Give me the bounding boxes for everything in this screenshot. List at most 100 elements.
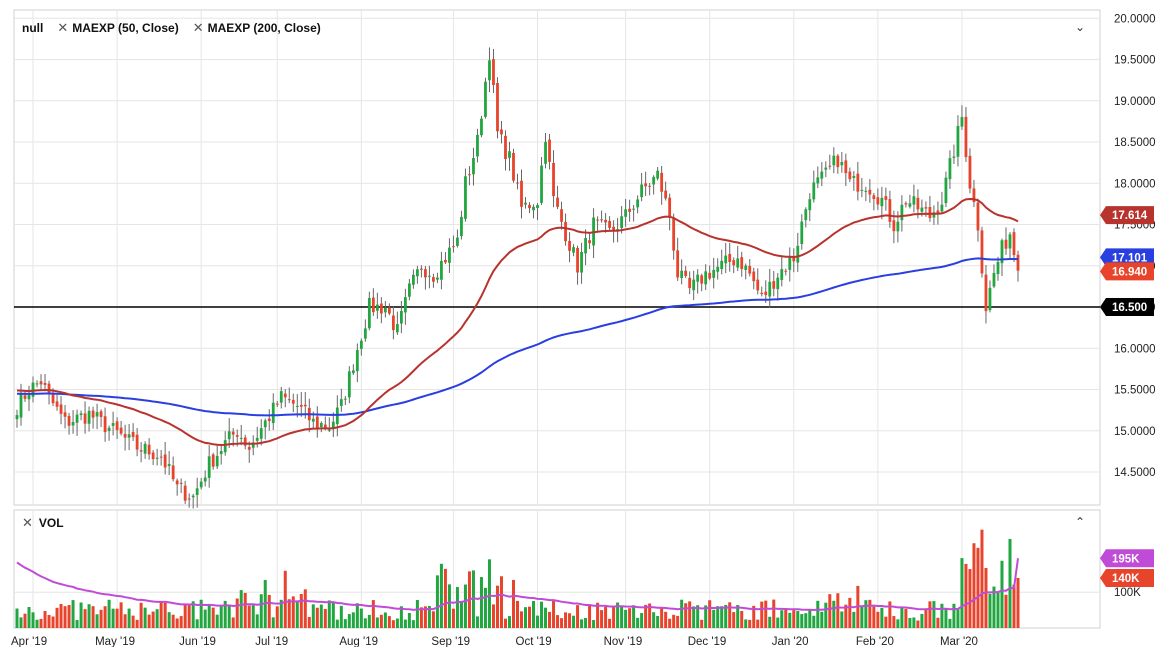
candle-down: [644, 183, 648, 187]
candle-down: [371, 297, 375, 313]
volume-bar: [844, 604, 848, 628]
candle-up: [696, 274, 700, 282]
volume-bar: [540, 601, 544, 628]
candle-down: [387, 307, 391, 314]
volume-legend: ✕ VOL: [22, 515, 64, 530]
volume-bar: [399, 606, 403, 628]
volume-bar: [463, 584, 467, 628]
candle-up: [800, 221, 804, 245]
candle-down: [444, 259, 447, 263]
volume-bar: [908, 617, 912, 628]
price-tag-ma50: 17.614: [1100, 206, 1154, 225]
candle-up: [71, 422, 75, 426]
volume-bar: [15, 608, 19, 628]
volume-bar: [864, 600, 868, 628]
candle-up: [632, 208, 636, 210]
volume-bar: [331, 602, 335, 628]
close-icon[interactable]: ✕: [192, 20, 204, 35]
volume-bar: [315, 607, 319, 628]
volume-bar: [163, 602, 167, 628]
candle-up: [864, 190, 868, 192]
volume-bar: [351, 612, 355, 628]
volume-bar: [391, 620, 395, 628]
candle-down: [876, 197, 880, 205]
candle-down: [235, 435, 239, 437]
candle-up: [692, 279, 696, 291]
volume-bar: [283, 570, 287, 628]
volume-bar: [660, 608, 664, 628]
candle-down: [784, 270, 788, 272]
volume-bar: [944, 608, 948, 628]
candle-up: [295, 405, 299, 407]
volume-bar: [1012, 584, 1016, 628]
volume-bar: [664, 611, 668, 628]
volume-bar: [780, 610, 784, 628]
candle-down: [628, 208, 632, 212]
candle-up: [351, 370, 355, 374]
volume-bar: [668, 618, 672, 628]
volume-bar: [684, 603, 688, 628]
volume-bar: [191, 601, 195, 628]
candle-down: [504, 135, 507, 159]
volume-bar: [964, 563, 968, 628]
volume-bar: [223, 600, 227, 628]
volume-bar: [407, 612, 411, 628]
volume-bar: [379, 614, 383, 628]
volume-bar: [600, 610, 604, 628]
volume-bar: [1000, 560, 1004, 628]
chevron-up-icon[interactable]: ⌃: [1075, 515, 1086, 529]
volume-bar: [427, 606, 431, 628]
candle-up: [215, 455, 219, 467]
candle-up: [311, 418, 315, 422]
candle-up: [107, 427, 111, 431]
volume-bar: [804, 613, 808, 628]
price-tag-ma200-shape: [1100, 248, 1154, 267]
candle-down: [872, 195, 876, 200]
volume-panel: [13, 509, 1101, 629]
candle-up: [808, 199, 812, 211]
volume-bar: [343, 619, 347, 628]
candle-down: [752, 271, 756, 282]
volume-bar: [904, 608, 908, 628]
candle-down: [684, 270, 688, 277]
volume-bar: [199, 599, 203, 628]
candle-up: [416, 269, 419, 277]
volume-bar: [568, 613, 572, 628]
volume-bar: [35, 619, 39, 628]
volume-bar: [996, 591, 1000, 628]
volume-bar: [608, 618, 612, 628]
candle-up: [796, 245, 800, 263]
candle-down: [648, 185, 652, 187]
volume-bar: [768, 616, 772, 628]
volume-bar: [127, 608, 131, 628]
close-icon[interactable]: ✕: [57, 20, 69, 35]
close-icon[interactable]: ✕: [22, 515, 33, 530]
volume-bar: [832, 600, 836, 628]
candle-down: [576, 248, 579, 273]
volume-bar: [243, 592, 247, 628]
volume-bar: [511, 579, 515, 628]
volume-bar: [363, 618, 367, 628]
volume-bar: [992, 586, 996, 628]
volume-bar: [736, 604, 740, 628]
candle-down: [211, 454, 215, 467]
candle-down: [283, 393, 287, 398]
price-tag-ma200: 17.101: [1100, 248, 1154, 267]
volume-bar: [239, 590, 243, 628]
volume-bar: [876, 611, 880, 628]
candle-down: [928, 206, 932, 219]
chevron-down-icon[interactable]: ⌄: [1075, 20, 1086, 34]
candle-down: [528, 204, 531, 209]
volume-bar: [820, 611, 824, 628]
volume-bar: [147, 614, 151, 628]
volume-bar: [299, 593, 303, 628]
candle-down: [556, 197, 559, 207]
volume-bar: [836, 593, 840, 628]
price-tag-last-shape: [1100, 262, 1154, 281]
volume-bar: [295, 601, 299, 628]
candle-down: [672, 217, 676, 251]
candle-up: [155, 457, 159, 459]
candle-up: [988, 287, 992, 311]
price-tick-label: 14.5000: [1114, 467, 1156, 479]
